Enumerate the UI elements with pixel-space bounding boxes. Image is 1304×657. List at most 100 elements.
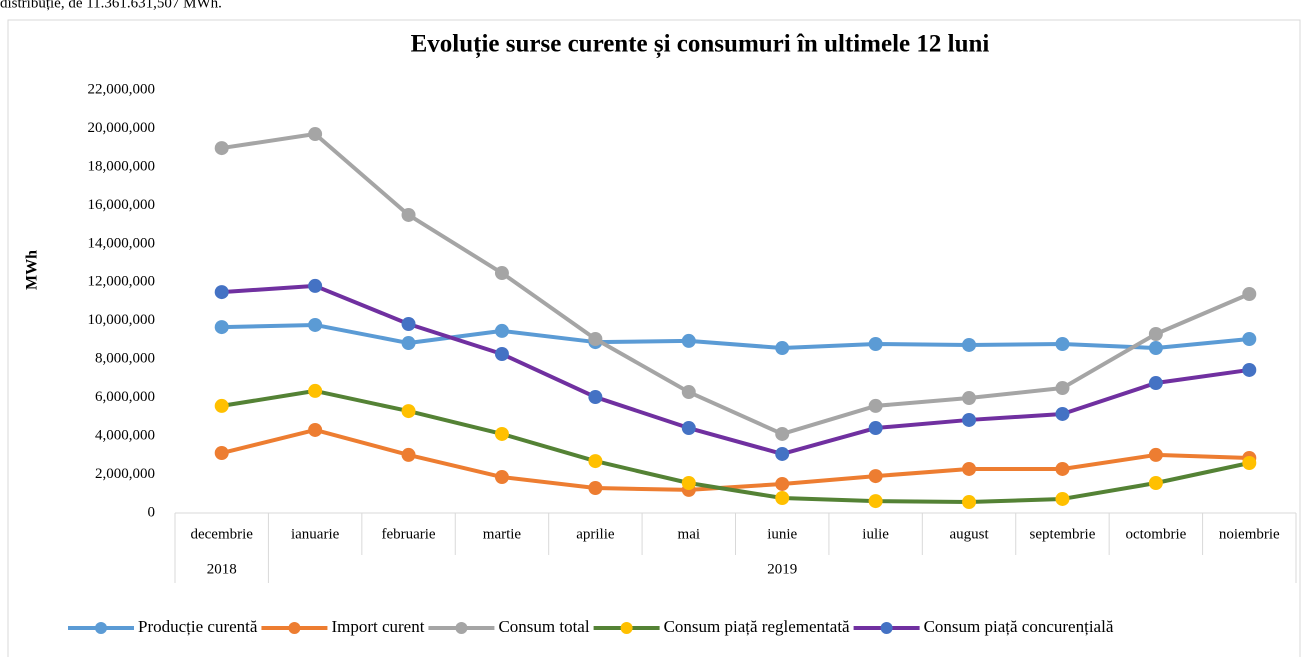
- data-point: [401, 404, 416, 419]
- data-point: [1055, 491, 1070, 506]
- data-point: [494, 470, 509, 485]
- data-point: [308, 317, 323, 332]
- data-point: [1055, 461, 1070, 476]
- x-tick-label: martie: [483, 526, 522, 542]
- data-point: [308, 278, 323, 293]
- legend-label: Import curent: [331, 617, 424, 636]
- y-tick-label: 8,000,000: [95, 351, 155, 367]
- legend-marker: [95, 622, 107, 634]
- data-point: [214, 141, 229, 156]
- data-point: [775, 491, 790, 506]
- data-point: [401, 447, 416, 462]
- legend-marker: [288, 622, 301, 634]
- data-point: [1055, 406, 1070, 421]
- data-point: [681, 333, 696, 348]
- data-point: [962, 495, 977, 510]
- legend-label: Consum total: [498, 617, 589, 636]
- data-point: [494, 266, 509, 281]
- x-tick-label: aprilie: [576, 526, 615, 542]
- series-line: [221, 388, 1250, 505]
- data-point: [1148, 447, 1163, 462]
- data-point: [1242, 287, 1257, 302]
- data-point: [588, 454, 603, 469]
- data-point: [1055, 381, 1070, 396]
- data-point: [1242, 362, 1257, 377]
- data-point: [214, 285, 229, 300]
- data-point: [494, 346, 509, 361]
- data-point: [775, 476, 790, 491]
- data-point: [962, 337, 977, 352]
- y-tick-label: 12,000,000: [88, 274, 156, 290]
- data-point: [308, 383, 323, 398]
- data-point: [308, 127, 323, 142]
- data-point: [775, 446, 790, 461]
- data-point: [494, 323, 509, 338]
- y-tick-label: 14,000,000: [88, 235, 156, 251]
- group-label: 2019: [767, 561, 797, 577]
- data-point: [681, 421, 696, 436]
- group-label: 2018: [207, 561, 237, 577]
- data-point: [308, 422, 323, 437]
- data-point: [588, 390, 603, 405]
- y-tick-label: 16,000,000: [88, 197, 156, 213]
- legend-marker: [455, 622, 468, 634]
- legend-marker: [880, 622, 893, 634]
- series-line: [221, 427, 1250, 492]
- series-line: [221, 322, 1250, 351]
- y-tick-label: 18,000,000: [88, 158, 156, 174]
- data-point: [962, 461, 977, 476]
- y-tick-label: 6,000,000: [95, 389, 155, 405]
- y-tick-label: 22,000,000: [88, 81, 156, 97]
- data-point: [1148, 376, 1163, 391]
- data-point: [1242, 456, 1257, 471]
- data-point: [401, 207, 416, 222]
- x-tick-label: mai: [678, 526, 701, 542]
- x-tick-label: noiembrie: [1219, 526, 1280, 542]
- data-point: [401, 336, 416, 351]
- page-text: distribuție, de 11.361.631,507 MWh.: [0, 0, 222, 11]
- x-tick-label: decembrie: [190, 526, 253, 542]
- data-point: [1055, 336, 1070, 351]
- y-tick-label: 10,000,000: [88, 312, 156, 328]
- data-point: [1242, 331, 1257, 346]
- x-tick-label: octombrie: [1125, 526, 1186, 542]
- data-point: [775, 341, 790, 356]
- y-tick-label: 0: [148, 504, 156, 520]
- data-point: [868, 494, 883, 509]
- data-point: [214, 398, 229, 413]
- data-point: [868, 421, 883, 436]
- x-tick-label: iulie: [862, 526, 889, 542]
- data-point: [868, 398, 883, 413]
- chart-title: Evoluție surse curente și consumuri în u…: [411, 31, 990, 59]
- data-point: [588, 481, 603, 496]
- chart-frame: [7, 19, 1301, 657]
- x-tick-label: ianuarie: [291, 526, 340, 542]
- data-point: [401, 316, 416, 331]
- data-point: [868, 469, 883, 484]
- y-axis-label: MWh: [24, 250, 41, 290]
- data-point: [214, 446, 229, 461]
- legend-marker: [620, 622, 633, 634]
- data-point: [775, 426, 790, 441]
- data-point: [681, 385, 696, 400]
- data-point: [494, 426, 509, 441]
- legend-label: Consum piață concurențială: [924, 617, 1114, 636]
- data-point: [588, 331, 603, 346]
- x-tick-label: septembrie: [1030, 526, 1096, 542]
- data-point: [868, 336, 883, 351]
- legend-label: Producție curentă: [138, 617, 258, 636]
- data-point: [1148, 476, 1163, 491]
- series-line: [221, 283, 1250, 456]
- data-point: [1148, 341, 1163, 356]
- legend-label: Consum piață reglementată: [664, 617, 850, 636]
- data-point: [1148, 326, 1163, 341]
- y-tick-label: 20,000,000: [88, 120, 156, 136]
- data-point: [214, 320, 229, 335]
- y-tick-label: 2,000,000: [95, 466, 155, 482]
- x-tick-label: august: [949, 526, 989, 542]
- data-point: [681, 476, 696, 491]
- x-tick-label: februarie: [381, 526, 435, 542]
- data-point: [962, 391, 977, 406]
